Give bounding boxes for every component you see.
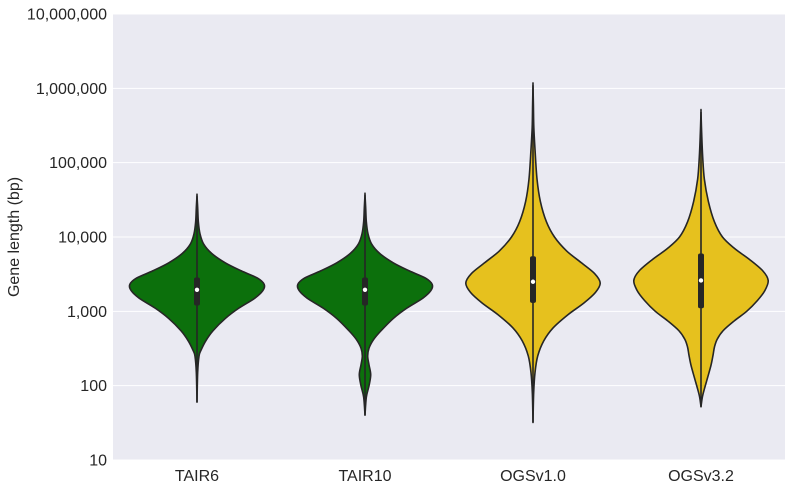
violins xyxy=(128,82,770,424)
violin-OGSv3.2 xyxy=(632,108,770,408)
y-tick-label: 10 xyxy=(89,453,107,470)
y-tick-label: 100,000 xyxy=(49,155,107,172)
violin-median xyxy=(194,287,200,292)
y-axis-label: Gene length (bp) xyxy=(6,177,23,297)
x-tick-label: TAIR6 xyxy=(175,468,219,485)
y-tick-label: 10,000 xyxy=(58,230,107,247)
x-tick-label: OGSv1.0 xyxy=(500,468,566,485)
y-tick-label: 1,000,000 xyxy=(36,81,107,98)
x-tick-labels: TAIR6 TAIR10 OGSv1.0 OGSv3.2 xyxy=(175,468,734,485)
x-tick-label: OGSv3.2 xyxy=(668,468,734,485)
y-tick-label: 10,000,000 xyxy=(27,7,107,24)
violin-TAIR10 xyxy=(296,192,434,417)
y-tick-label: 100 xyxy=(80,378,107,395)
violin-OGSv1.0 xyxy=(465,82,601,424)
violin-median xyxy=(362,287,368,292)
violin-TAIR6 xyxy=(128,193,266,403)
violin-median xyxy=(530,279,536,284)
y-tick-label: 1,000 xyxy=(67,304,107,321)
violin-median xyxy=(698,278,704,283)
x-tick-label: TAIR10 xyxy=(338,468,391,485)
y-tick-labels: 10 100 1,000 10,000 100,000 1,000,000 10,000,0… xyxy=(27,7,107,470)
